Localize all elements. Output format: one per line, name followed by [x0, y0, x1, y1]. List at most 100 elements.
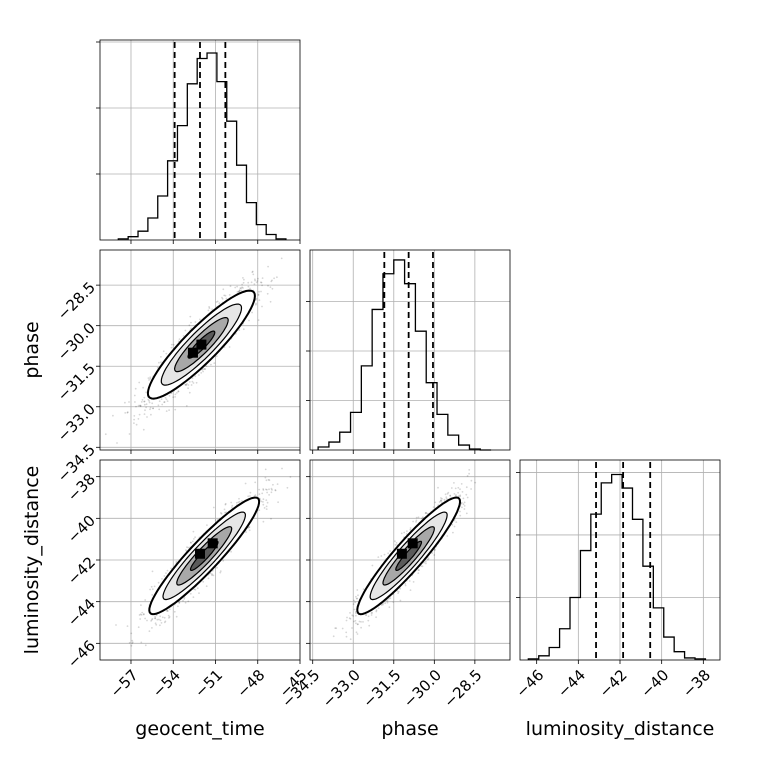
- sample-point: [267, 478, 270, 481]
- sample-point: [421, 565, 424, 568]
- sample-point: [163, 616, 166, 619]
- sample-point: [155, 623, 158, 626]
- sample-point: [375, 610, 378, 613]
- sample-point: [253, 283, 256, 286]
- sample-point: [237, 290, 240, 293]
- sample-point: [177, 390, 180, 393]
- sample-point: [404, 584, 407, 587]
- sample-point: [461, 506, 463, 509]
- sample-point: [143, 396, 146, 399]
- sample-point: [163, 621, 166, 624]
- sample-point: [133, 415, 136, 417]
- sample-point: [163, 401, 166, 404]
- sample-point: [230, 550, 233, 553]
- sample-point: [223, 508, 226, 511]
- sample-point: [255, 303, 257, 306]
- sample-point: [210, 363, 212, 366]
- sample-point: [260, 500, 263, 503]
- sample-point: [434, 501, 437, 504]
- sample-point: [265, 508, 268, 510]
- sample-point: [131, 642, 134, 645]
- sample-point: [453, 525, 456, 528]
- sample-point: [261, 305, 263, 308]
- sample-point: [140, 604, 142, 606]
- sample-point: [248, 319, 250, 322]
- sample-point: [162, 350, 165, 353]
- sample-point: [126, 411, 129, 414]
- sample-point: [170, 346, 173, 349]
- sample-point: [134, 401, 136, 403]
- sample-point: [153, 585, 156, 588]
- sample-point: [124, 401, 126, 404]
- sample-point: [208, 306, 211, 308]
- sample-point: [433, 554, 436, 556]
- sample-point: [260, 281, 262, 284]
- sample-point: [438, 501, 441, 503]
- sample-point: [170, 343, 173, 346]
- sample-point: [474, 481, 477, 484]
- sample-point: [167, 614, 170, 617]
- sample-point: [154, 615, 157, 618]
- sample-point: [434, 548, 436, 551]
- sample-point: [424, 512, 427, 515]
- sample-point: [163, 401, 166, 403]
- sample-point: [247, 281, 250, 284]
- sample-point: [446, 492, 449, 495]
- scatter-panel-geocent_time-phase: [96, 249, 301, 454]
- sample-point: [133, 394, 136, 397]
- sample-point: [267, 265, 269, 268]
- sample-point: [151, 618, 153, 621]
- sample-point: [258, 493, 261, 495]
- sample-point: [351, 627, 353, 629]
- sample-point: [389, 597, 392, 600]
- sample-point: [158, 361, 160, 364]
- density-peak: [196, 339, 207, 350]
- sample-point: [462, 503, 465, 506]
- sample-point: [142, 613, 145, 616]
- sample-point: [266, 501, 269, 504]
- sample-point: [182, 335, 185, 337]
- sample-point: [459, 488, 461, 491]
- sample-point: [432, 506, 435, 508]
- sample-point: [274, 489, 277, 491]
- sample-point: [112, 414, 114, 417]
- sample-point: [357, 594, 359, 597]
- sample-point: [427, 557, 430, 560]
- sample-point: [166, 569, 169, 572]
- sample-point: [133, 418, 136, 421]
- sample-point: [437, 486, 439, 489]
- sample-point: [194, 536, 197, 539]
- sample-point: [264, 468, 267, 471]
- sample-point: [269, 286, 272, 288]
- sample-point: [270, 280, 273, 283]
- sample-point: [139, 405, 142, 408]
- sample-point: [200, 372, 203, 374]
- sample-point: [188, 381, 191, 383]
- sample-point: [249, 287, 251, 290]
- sample-point: [238, 290, 241, 293]
- sample-point: [185, 383, 187, 386]
- sample-point: [160, 622, 163, 624]
- sample-point: [168, 608, 171, 611]
- sample-point: [183, 598, 186, 600]
- sample-point: [266, 292, 269, 295]
- sample-point: [160, 361, 162, 364]
- sample-point: [116, 442, 118, 444]
- sample-point: [426, 558, 429, 561]
- sample-point: [164, 620, 167, 623]
- sample-point: [166, 610, 169, 612]
- sample-point: [131, 639, 134, 642]
- sample-point: [468, 472, 470, 475]
- sample-point: [440, 497, 442, 499]
- sample-point: [272, 483, 274, 486]
- sample-point: [451, 523, 454, 526]
- sample-point: [355, 612, 357, 615]
- sample-point: [397, 592, 399, 594]
- sample-point: [172, 343, 175, 346]
- sample-point: [206, 524, 208, 526]
- sample-point: [138, 413, 141, 416]
- sample-point: [143, 400, 146, 403]
- sample-point: [262, 488, 265, 490]
- sample-point: [265, 499, 268, 501]
- sample-point: [199, 318, 201, 321]
